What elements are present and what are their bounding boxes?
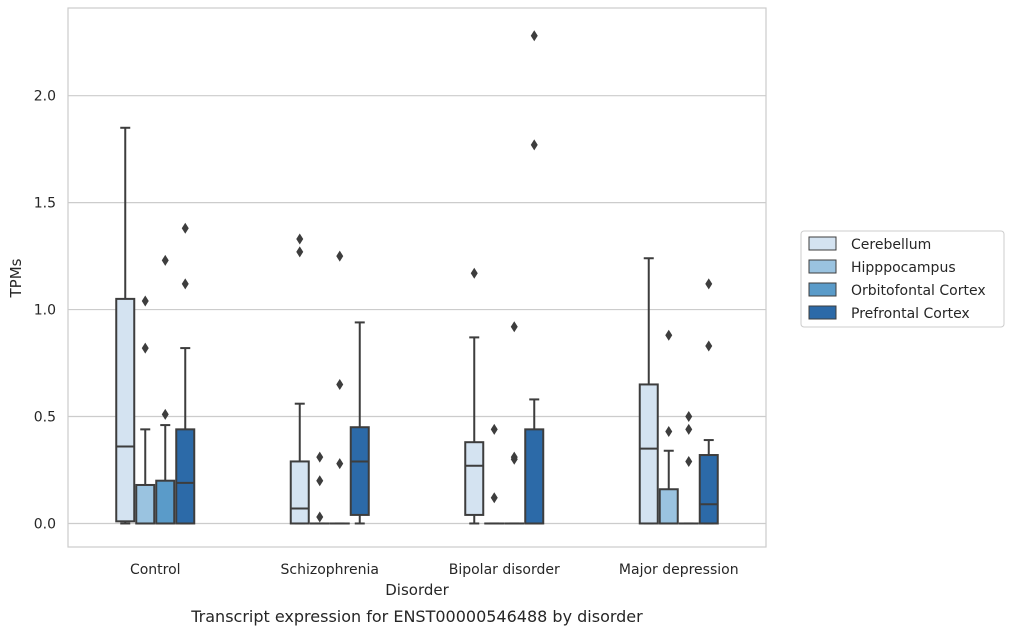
box-1 — [135, 295, 156, 525]
box-1 — [309, 451, 330, 525]
legend-swatch — [808, 236, 837, 251]
box-body — [115, 297, 136, 523]
y-tick-labels: 0.0 0.5 1.0 1.5 2.0 — [34, 89, 56, 533]
box-body — [464, 441, 485, 516]
box-2 — [155, 254, 176, 525]
outlier-point — [685, 455, 693, 467]
outlier-point — [336, 250, 344, 262]
outlier-point — [316, 511, 324, 523]
box-body — [638, 383, 659, 525]
box-0 — [289, 233, 310, 525]
outlier-point — [530, 139, 538, 151]
legend: Cerebellum Hipppocampus Orbitofontal Corte… — [800, 230, 1005, 328]
y-tick-label: 1.0 — [34, 303, 56, 319]
box-0 — [115, 126, 136, 525]
x-tick-labels: Control Schizophrenia Bipolar disorder Majo… — [130, 562, 739, 578]
gridlines — [68, 95, 766, 525]
outlier-point — [296, 233, 304, 245]
box-2 — [504, 321, 525, 525]
outlier-point — [705, 278, 713, 290]
x-tick-label: Bipolar disorder — [449, 562, 560, 578]
box-3 — [524, 30, 545, 525]
box-body — [289, 460, 310, 525]
box-1 — [658, 329, 679, 525]
outlier-point — [685, 423, 693, 435]
outlier-point — [161, 408, 169, 420]
outlier-point — [530, 30, 538, 42]
outlier-point — [665, 329, 673, 341]
outlier-point — [316, 451, 324, 463]
outlier-point — [141, 342, 149, 354]
legend-swatch — [808, 282, 837, 297]
outlier-point — [490, 492, 498, 504]
box-body — [155, 479, 176, 525]
legend-label: Orbitofontal Cortex — [851, 283, 986, 299]
plot-boxes — [115, 30, 719, 525]
box-1 — [484, 423, 505, 525]
outlier-point — [141, 295, 149, 307]
y-tick-label: 2.0 — [34, 89, 56, 105]
box-body — [524, 428, 545, 525]
box-2 — [329, 250, 350, 525]
legend-frame — [800, 230, 1005, 328]
box-body — [349, 426, 370, 516]
outlier-point — [470, 267, 478, 279]
box-3 — [698, 278, 719, 525]
outlier-point — [336, 378, 344, 390]
y-tick-label: 1.5 — [34, 196, 56, 212]
outlier-point — [665, 426, 673, 437]
outlier-point — [161, 254, 169, 266]
box-body — [658, 488, 679, 525]
box-0 — [638, 257, 659, 525]
y-axis-title: TPMs — [7, 258, 25, 298]
x-tick-label: Schizophrenia — [281, 562, 379, 578]
outlier-point — [316, 475, 324, 487]
outlier-point — [490, 423, 498, 435]
box-body — [135, 483, 156, 525]
box-0 — [464, 267, 485, 525]
legend-label: Cerebellum — [851, 237, 931, 253]
outlier-point — [705, 340, 713, 352]
x-tick-label: Control — [130, 562, 181, 578]
legend-swatch — [808, 305, 837, 320]
outlier-point — [181, 278, 189, 290]
outlier-point — [181, 222, 189, 234]
outlier-point — [336, 458, 344, 470]
plot-frame — [67, 7, 767, 548]
x-axis-title: Disorder — [385, 581, 449, 599]
box-3 — [175, 222, 196, 525]
chart-caption: Transcript expression for ENST0000054648… — [190, 607, 643, 626]
box-body — [698, 454, 719, 525]
legend-label: Prefrontal Cortex — [851, 306, 970, 322]
x-tick-label: Major depression — [619, 562, 739, 578]
outlier-point — [510, 451, 518, 463]
outlier-point — [685, 411, 693, 423]
y-tick-label: 0.5 — [34, 410, 56, 426]
outlier-point — [296, 246, 304, 258]
y-tick-label: 0.0 — [34, 516, 56, 532]
box-2 — [678, 411, 699, 525]
legend-swatch — [808, 259, 837, 274]
legend-label: Hipppocampus — [851, 260, 956, 276]
outlier-point — [510, 321, 518, 333]
box-3 — [349, 321, 370, 525]
box-body — [175, 428, 196, 525]
